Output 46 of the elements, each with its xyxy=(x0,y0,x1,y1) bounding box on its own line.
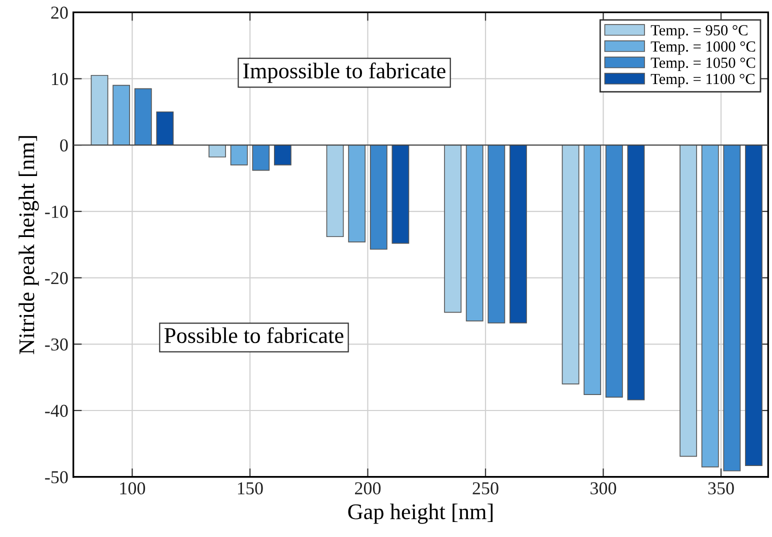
y-tick-label: -20 xyxy=(45,272,68,284)
bar xyxy=(134,88,152,146)
legend-label: Temp. = 1000 °C xyxy=(650,41,756,55)
bar xyxy=(680,144,698,457)
bar xyxy=(627,144,645,400)
annotation: Impossible to fabricate xyxy=(243,62,446,83)
x-tick-label: 300 xyxy=(590,482,616,494)
x-tick-label: 350 xyxy=(708,482,734,494)
y-tick-label: -40 xyxy=(45,404,68,417)
bar xyxy=(370,144,388,250)
legend-label: Temp. = 1100 °C xyxy=(650,74,755,88)
bar xyxy=(584,144,602,395)
y-tick-label: -50 xyxy=(45,471,68,484)
bar xyxy=(112,84,130,146)
legend-label: Temp. = 1050 °C xyxy=(650,58,756,71)
bar xyxy=(510,144,527,324)
annotation: Possible to fabricate xyxy=(164,327,344,344)
x-tick-label: 100 xyxy=(120,482,146,494)
bar xyxy=(252,144,270,171)
bar xyxy=(466,144,484,322)
bar xyxy=(488,144,506,324)
bar xyxy=(444,144,462,313)
bar xyxy=(90,74,108,146)
y-tick-label: 10 xyxy=(52,72,68,86)
bar xyxy=(745,144,762,466)
y-tick-label: -30 xyxy=(45,338,68,351)
x-tick-label: 250 xyxy=(472,482,498,494)
bar xyxy=(208,144,226,158)
bar xyxy=(562,144,580,384)
y-tick-label: 0 xyxy=(60,139,68,152)
bar xyxy=(230,144,248,166)
bar xyxy=(392,144,410,244)
bar xyxy=(156,111,174,146)
x-tick-label: 200 xyxy=(355,482,381,494)
bar xyxy=(326,144,344,238)
bar xyxy=(274,144,292,166)
y-tick-label: -10 xyxy=(45,206,68,218)
legend-label: Temp. = 950 °C xyxy=(650,25,748,39)
x-tick-label: 150 xyxy=(238,482,263,494)
bar xyxy=(723,144,741,472)
bar xyxy=(348,144,366,242)
bar xyxy=(605,144,623,398)
x-axis-title: Gap height [nm] xyxy=(348,504,493,524)
y-tick-label: 20 xyxy=(51,6,68,19)
bar xyxy=(701,144,719,468)
y-axis-title: Nitride peak height [nm] xyxy=(18,136,39,354)
